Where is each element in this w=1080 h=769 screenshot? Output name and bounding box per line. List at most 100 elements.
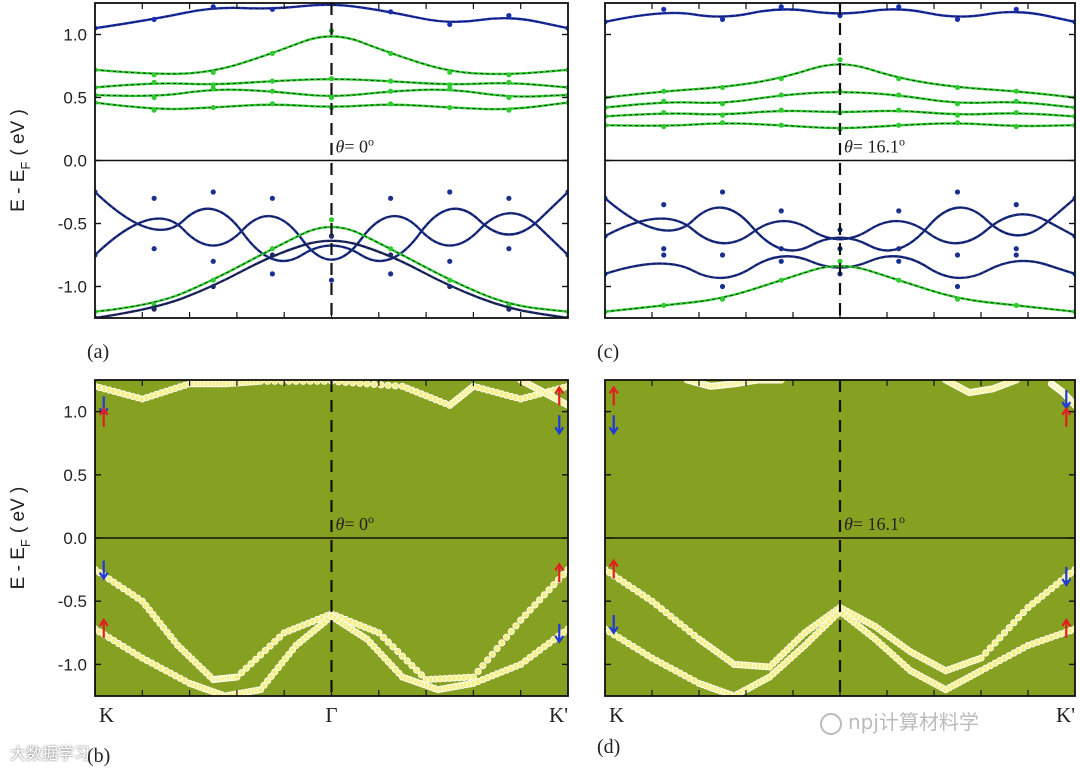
band-point [269,101,275,107]
band-marker [493,644,501,653]
band-point [778,246,784,252]
band-point [506,246,512,252]
band-marker [320,380,329,385]
band-point [210,69,216,75]
y-tick-label: 1.0 [63,26,87,45]
spin-arrow-head [1061,618,1072,627]
band-point [954,189,961,195]
angle-degree: o [368,135,374,149]
band-marker [536,596,544,604]
band-point [388,252,394,258]
band-point [447,82,453,88]
panel-label: (b) [87,745,110,767]
band-marker [521,611,530,619]
band-line [605,90,1075,109]
band-point [954,112,961,118]
band-marker [531,650,539,658]
band-marker [1005,624,1013,632]
band-line-dash [605,110,1075,117]
spin-arrow-head [554,385,565,395]
band-marker [521,657,530,665]
band-point [896,107,902,113]
band-point [447,21,453,28]
band-marker [1029,600,1037,608]
band-point [388,195,394,201]
y-axis-title-unit: ( eV ) [8,109,29,155]
y-tick-label: -0.5 [58,592,87,611]
band-point [719,252,726,258]
angle-value: = 16.1 [853,514,899,534]
band-marker [1010,619,1018,627]
band-point [661,246,667,252]
k-point-label: K [609,703,624,727]
panel-c: θ= 16.1o (c) [597,2,1076,363]
band-point [151,94,157,101]
y-tick-label: 0.0 [63,152,87,171]
band-point [837,13,843,19]
band-marker [483,656,492,664]
band-point [447,283,453,290]
band-marker [977,654,985,662]
spin-arrow-head [608,426,619,436]
band-point [719,16,726,22]
band-marker [417,671,425,679]
band-point [661,302,667,308]
spin-arrow-head [554,635,565,644]
spin-arrow-head [608,626,619,635]
band-point [719,296,726,302]
y-tick-label: -0.5 [58,215,87,234]
angle-degree: o [899,512,905,526]
band-marker [474,667,482,675]
band-point [151,107,157,113]
band-point [388,88,394,94]
band-marker [356,380,364,387]
band-point [210,189,216,195]
band-point [896,4,902,10]
y-tick-label: 0.5 [63,89,87,108]
band-point [447,258,453,264]
band-point [661,6,667,12]
band-marker [285,380,293,385]
band-point [1013,246,1019,252]
band-marker [306,380,314,385]
band-point [151,72,157,78]
band-point [151,195,157,201]
band-marker [1033,596,1042,604]
band-point [151,16,157,22]
band-point [837,258,843,264]
band-point [151,79,157,85]
band-point [388,9,394,15]
watermark-right: npj计算材料学 [820,706,979,735]
band-line-dash [95,4,568,29]
band-marker [559,571,567,579]
band-line-dash [605,214,1075,244]
y-tick-label: -1.0 [58,655,87,674]
band-marker [690,631,698,639]
band-line-dash [95,226,568,313]
plot-area [95,3,568,318]
band-marker [662,608,670,617]
band-point [954,101,961,107]
band-point [447,189,453,195]
band-point [661,110,667,116]
k-point-label: K' [1056,703,1075,727]
band-marker [996,634,1004,642]
band-point [447,86,453,92]
band-line-dash [605,64,1075,98]
band-marker [370,380,378,388]
band-marker [363,380,371,388]
band-marker [1043,588,1051,596]
band-point [210,277,216,283]
panel-label: (d) [597,736,620,758]
band-point [661,202,667,208]
band-marker [657,605,666,613]
band-marker [667,612,675,620]
band-point [506,79,512,85]
spin-arrow-head [1061,406,1072,416]
band-point [954,252,961,258]
band-marker [507,627,515,636]
band-point [896,277,902,283]
band-point [506,107,512,113]
band-point [896,92,902,98]
band-point [269,88,275,94]
